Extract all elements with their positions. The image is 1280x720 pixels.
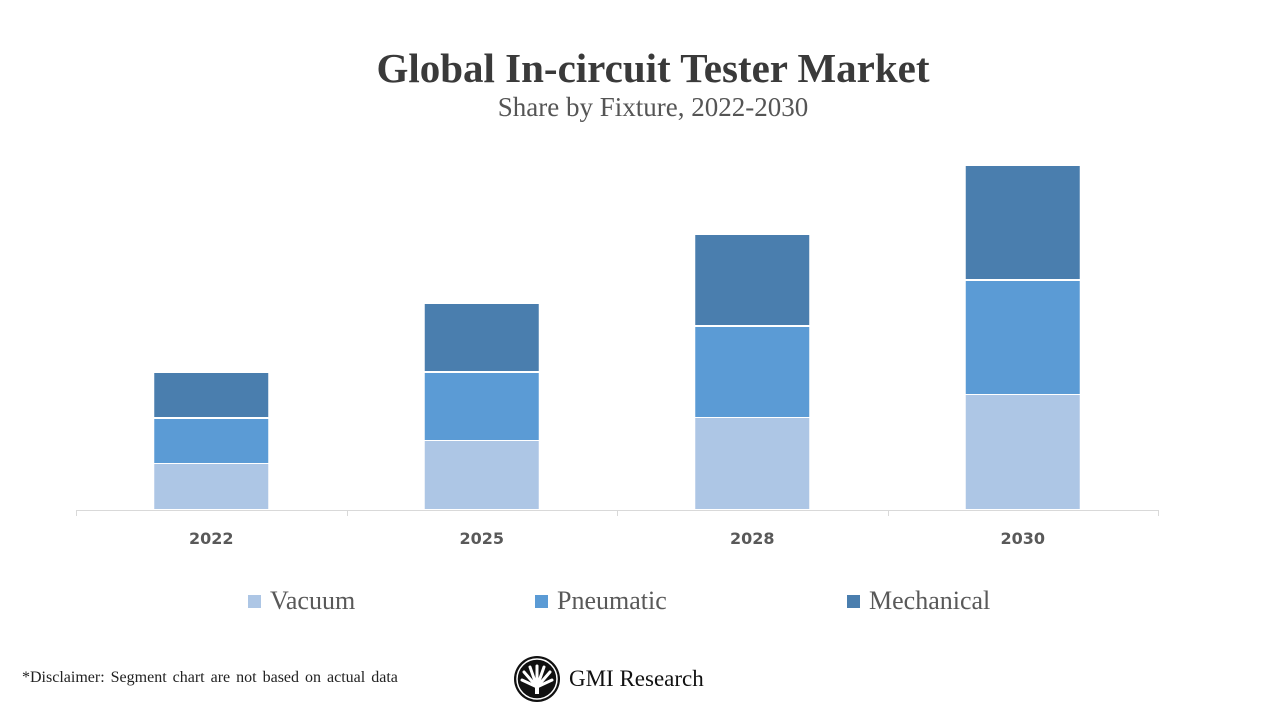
bar-segment-mechanical-2022 <box>154 373 269 417</box>
x-tick-label: 2022 <box>189 529 234 548</box>
legend-swatch <box>847 594 860 608</box>
x-tick-label: 2025 <box>459 529 504 548</box>
legend-item-vacuum: Vacuum <box>248 586 355 616</box>
gmi-logo-icon <box>514 656 560 702</box>
legend: Vacuum Pneumatic Mechanical <box>0 586 1280 620</box>
legend-label: Pneumatic <box>557 586 667 615</box>
legend-item-mechanical: Mechanical <box>847 586 990 616</box>
logo-text: GMI Research <box>569 666 704 691</box>
gmi-logo: GMI Research <box>513 655 704 703</box>
legend-label: Vacuum <box>270 586 356 615</box>
bar-segment-mechanical-2028 <box>695 235 810 325</box>
bar-segment-pneumatic-2025 <box>424 373 539 440</box>
chart-subtitle: Share by Fixture, 2022-2030 <box>497 92 809 122</box>
disclaimer: *Disclaimer: Segment chart are not based… <box>22 669 398 686</box>
legend-swatch <box>535 594 548 608</box>
legend-swatch <box>248 594 261 608</box>
bar-segment-pneumatic-2030 <box>965 281 1080 394</box>
bar-segment-vacuum-2025 <box>424 441 539 509</box>
bar-segment-vacuum-2030 <box>965 395 1080 509</box>
legend-item-pneumatic: Pneumatic <box>535 586 667 616</box>
chart-title: Global In-circuit Tester Market <box>376 45 930 91</box>
bar-segment-mechanical-2025 <box>424 304 539 371</box>
bar-segment-pneumatic-2022 <box>154 419 269 463</box>
x-tick-label: 2030 <box>1000 529 1045 548</box>
bar-segment-vacuum-2022 <box>154 464 269 509</box>
legend-label: Mechanical <box>869 586 991 615</box>
bar-segment-mechanical-2030 <box>965 166 1080 279</box>
bar-segment-vacuum-2028 <box>695 418 810 509</box>
bar-segment-pneumatic-2028 <box>695 327 810 417</box>
x-tick-label: 2028 <box>730 529 775 548</box>
